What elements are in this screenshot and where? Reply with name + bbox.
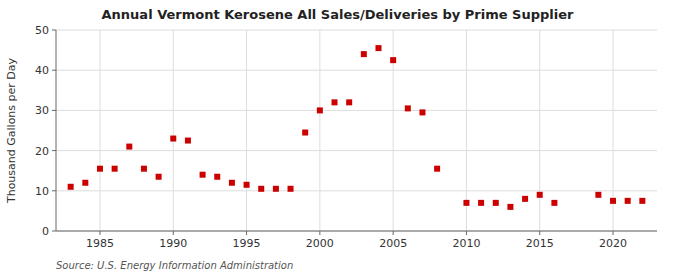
point (507, 204, 513, 210)
point (551, 200, 557, 206)
chart-svg: Annual Vermont Kerosene All Sales/Delive… (0, 0, 675, 275)
y-grid-line (56, 190, 657, 191)
point (141, 166, 147, 172)
y-tick (52, 110, 56, 111)
point (288, 186, 294, 192)
point (405, 105, 411, 111)
point (244, 182, 250, 188)
point (126, 144, 132, 150)
point (214, 174, 220, 180)
x-tick-label: 1985 (86, 237, 114, 250)
point (595, 192, 601, 198)
y-tick (52, 231, 56, 232)
point (493, 200, 499, 206)
points (68, 45, 646, 210)
y-tick-label: 50 (35, 24, 49, 37)
y-axis-line (56, 30, 57, 231)
y-tick-label: 10 (35, 185, 49, 198)
x-tick-label: 1990 (159, 237, 187, 250)
point (156, 174, 162, 180)
x-tick (539, 231, 540, 235)
point (639, 198, 645, 204)
x-tick-label: 2000 (306, 237, 334, 250)
point (68, 184, 74, 190)
point (273, 186, 279, 192)
x-tick-label: 2010 (452, 237, 480, 250)
axes: 1985 1990 1995 2000 2005 2010 2015 2020 0 10 20 30 4… (35, 24, 657, 250)
y-axis-label: Thousand Gallons per Day (5, 57, 18, 204)
point (463, 200, 469, 206)
x-tick-label: 2020 (599, 237, 627, 250)
y-tick-label: 0 (42, 225, 49, 238)
point (434, 166, 440, 172)
point (346, 99, 352, 105)
y-tick (52, 30, 56, 31)
grid (56, 30, 657, 231)
point (97, 166, 103, 172)
y-grid-line (56, 150, 657, 151)
point (478, 200, 484, 206)
x-tick-label: 1995 (233, 237, 261, 250)
y-tick-label: 20 (35, 145, 49, 158)
x-grid-line (319, 30, 320, 231)
point (522, 196, 528, 202)
point (390, 57, 396, 63)
point (610, 198, 616, 204)
point (317, 107, 323, 113)
y-grid-line (56, 231, 657, 232)
x-tick (393, 231, 394, 235)
point (82, 180, 88, 186)
x-tick (173, 231, 174, 235)
x-tick (246, 231, 247, 235)
point (302, 130, 308, 136)
y-tick (52, 150, 56, 151)
point (229, 180, 235, 186)
y-tick (52, 190, 56, 191)
x-tick-label: 2015 (526, 237, 554, 250)
point (625, 198, 631, 204)
point (537, 192, 543, 198)
point (170, 136, 176, 142)
x-tick (466, 231, 467, 235)
point (419, 109, 425, 115)
x-grid-line (99, 30, 100, 231)
point (200, 172, 206, 178)
x-axis-line (56, 231, 657, 232)
y-tick-label: 30 (35, 104, 49, 117)
x-tick (319, 231, 320, 235)
x-grid-line (539, 30, 540, 231)
point (112, 166, 118, 172)
y-grid-line (56, 110, 657, 111)
x-tick (99, 231, 100, 235)
y-grid-line (56, 70, 657, 71)
y-tick (52, 70, 56, 71)
point (185, 138, 191, 144)
x-grid-line (246, 30, 247, 231)
x-tick-label: 2005 (379, 237, 407, 250)
chart-container: Annual Vermont Kerosene All Sales/Delive… (0, 0, 675, 275)
title: Annual Vermont Kerosene All Sales/Delive… (102, 7, 574, 22)
point (258, 186, 264, 192)
point (375, 45, 381, 51)
point (332, 99, 338, 105)
x-tick (613, 231, 614, 235)
y-grid-line (56, 30, 657, 31)
source-annotation: Source: U.S. Energy Information Administ… (56, 260, 293, 271)
point (361, 51, 367, 57)
y-tick-label: 40 (35, 64, 49, 77)
x-grid-line (173, 30, 174, 231)
